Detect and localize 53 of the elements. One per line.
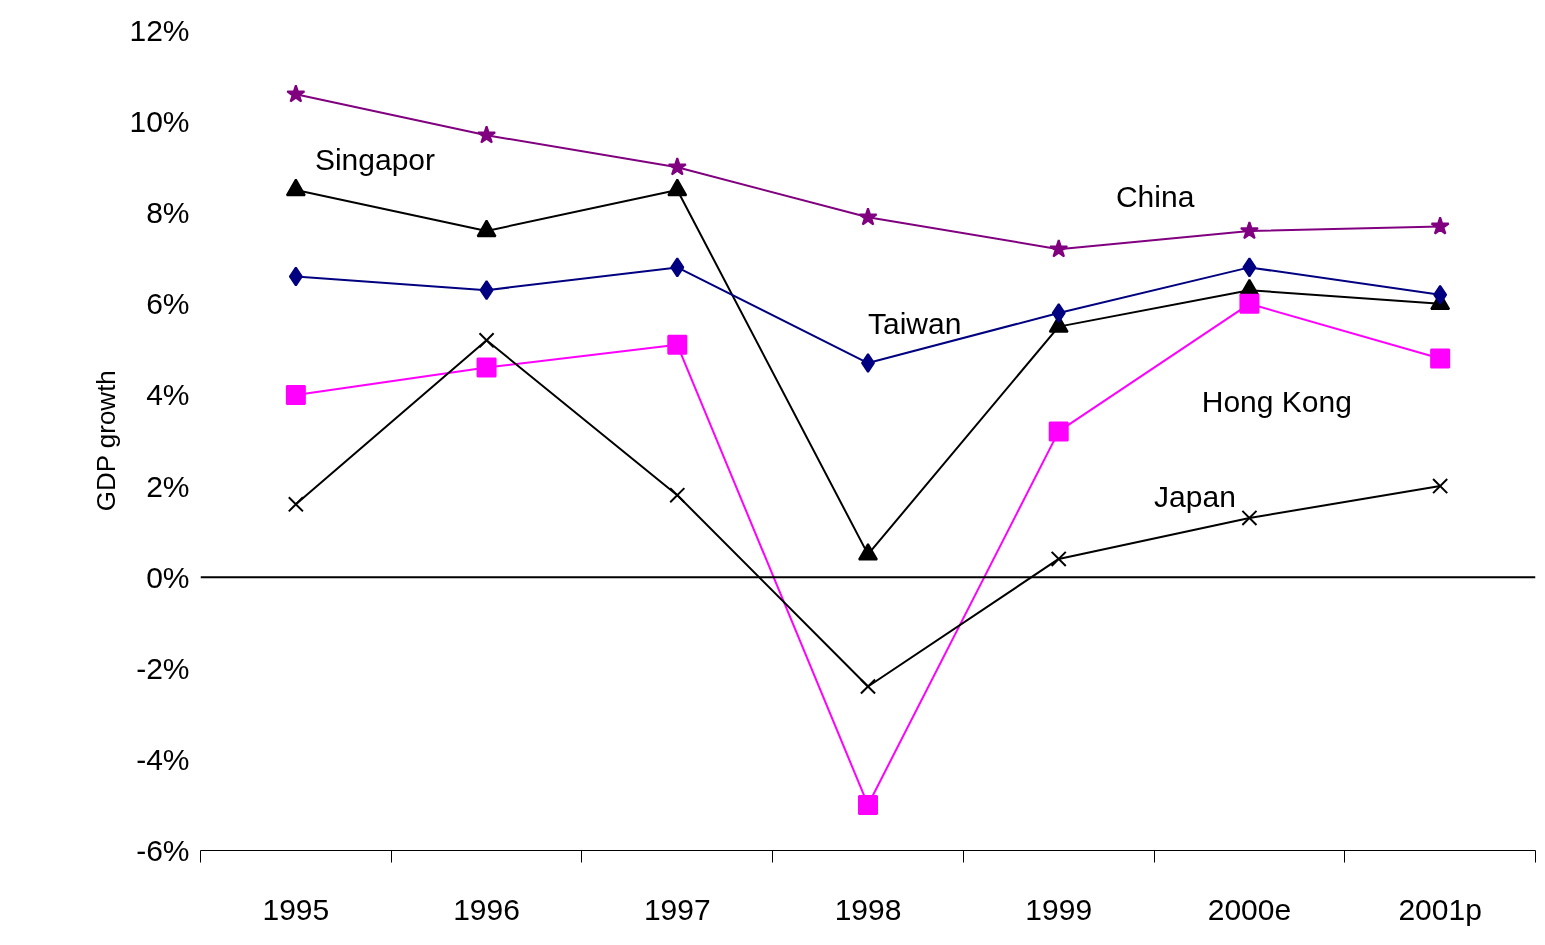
point — [1239, 220, 1259, 240]
series-label: Japan — [1154, 480, 1236, 514]
y-tick-label: 2% — [146, 469, 190, 503]
y-tick-label: 10% — [129, 105, 190, 139]
y-tick-label: 4% — [146, 378, 190, 412]
y-tick-label: -2% — [136, 651, 190, 685]
point — [670, 257, 685, 278]
point — [288, 266, 303, 287]
point — [1430, 216, 1450, 235]
point — [477, 125, 497, 144]
y-tick-label: 8% — [146, 196, 190, 230]
x-tick-label: 2001p — [1398, 892, 1482, 926]
point — [858, 794, 878, 815]
x-tick-label: 1995 — [262, 892, 330, 926]
point — [669, 487, 686, 504]
point — [1048, 421, 1069, 442]
point — [1432, 477, 1449, 495]
y-tick-label: 0% — [146, 560, 190, 594]
point — [287, 496, 304, 513]
y-axis-title: GDP growth — [91, 370, 122, 512]
point — [476, 357, 497, 378]
point — [476, 219, 497, 238]
point — [285, 384, 306, 405]
point — [1433, 284, 1448, 305]
series-label: China — [1115, 179, 1195, 213]
y-tick-label: 6% — [146, 287, 190, 321]
y-tick-label: 12% — [129, 14, 190, 47]
y-tick-label: -4% — [136, 742, 190, 776]
series-label: Hong Kong — [1201, 384, 1352, 418]
x-tick-label: 1998 — [834, 892, 902, 926]
point — [285, 178, 306, 197]
point — [859, 678, 877, 695]
point — [478, 332, 495, 349]
point — [667, 334, 688, 355]
series-label: Taiwan — [868, 307, 962, 341]
point — [1430, 348, 1451, 369]
point — [1050, 550, 1067, 568]
x-tick-label: 1999 — [1025, 892, 1093, 926]
x-tick-label: 1996 — [453, 892, 520, 926]
point — [479, 280, 494, 301]
point — [1051, 302, 1066, 323]
point — [1239, 293, 1260, 314]
x-tick-label: 2000e — [1207, 892, 1292, 926]
point — [286, 84, 306, 103]
y-tick-label: -6% — [136, 834, 190, 867]
point — [1049, 239, 1069, 258]
point — [1241, 509, 1258, 527]
point — [667, 178, 688, 197]
point — [1242, 257, 1257, 278]
series-label: Singapor — [314, 143, 436, 177]
point — [858, 207, 878, 226]
point — [667, 157, 687, 176]
x-tick-label: 1997 — [643, 892, 711, 926]
